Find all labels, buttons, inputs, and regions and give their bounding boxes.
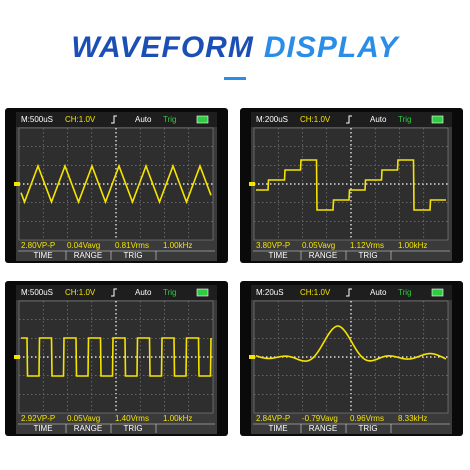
measurement: 0.05Vavg <box>302 241 335 250</box>
title-underline <box>224 77 246 80</box>
trigger-icon <box>111 288 117 297</box>
measurement: 3.80VP-P <box>256 241 290 250</box>
channel: CH:1.0V <box>65 288 96 297</box>
mode: Auto <box>370 288 387 297</box>
timebase: M:20uS <box>256 288 284 297</box>
timebase: M:200uS <box>256 115 288 124</box>
measurement: 2.84VP-P <box>256 414 290 423</box>
trigger-marker <box>14 355 20 359</box>
measurement: 0.81Vrms <box>115 241 149 250</box>
header-bar <box>251 285 452 300</box>
measurement: 1.00kHz <box>163 414 192 423</box>
soft-button: RANGE <box>309 251 337 260</box>
soft-button: TIME <box>268 424 287 433</box>
measurement: 8.33kHz <box>398 414 427 423</box>
soft-button: TRIG <box>123 424 142 433</box>
soft-button: TIME <box>33 251 52 260</box>
waveform <box>256 159 446 211</box>
header-bar <box>251 112 452 127</box>
oscilloscope-screen: M:200uS CH:1.0V Auto Trig 3.80VP-P 0.05Vavg 1.… <box>240 108 463 263</box>
mode: Auto <box>135 288 152 297</box>
trigger-icon <box>346 288 352 297</box>
soft-button: TIME <box>268 251 287 260</box>
battery <box>431 115 444 124</box>
trigger: Trig <box>163 115 176 124</box>
trigger-icon <box>346 115 352 124</box>
oscilloscope-screen: M:20uS CH:1.0V Auto Trig 2.84VP-P -0.79Vavg 0.… <box>240 281 463 436</box>
measurement: -0.79Vavg <box>302 414 338 423</box>
battery <box>431 288 444 297</box>
soft-button: RANGE <box>309 424 337 433</box>
oscilloscope-screen: M:500uS CH:1.0V Auto Trig 2.80VP-P 0.04Vavg 0.… <box>5 108 228 263</box>
soft-button: TRIG <box>358 424 377 433</box>
soft-button: TRIG <box>123 251 142 260</box>
channel: CH:1.0V <box>300 115 331 124</box>
timebase: M:500uS <box>21 288 53 297</box>
trigger: Trig <box>398 288 411 297</box>
oscilloscope-screen: M:500uS CH:1.0V Auto Trig 2.92VP-P 0.05Vavg 1.… <box>5 281 228 436</box>
waveform <box>255 325 447 362</box>
channel: CH:1.0V <box>300 288 331 297</box>
trigger: Trig <box>163 288 176 297</box>
header-bar <box>16 112 217 127</box>
mode: Auto <box>370 115 387 124</box>
mode: Auto <box>135 115 152 124</box>
measurement: 0.05Vavg <box>67 414 100 423</box>
title-part: WAVEFORM <box>71 31 253 64</box>
trigger-marker <box>14 182 20 186</box>
soft-button: TRIG <box>358 251 377 260</box>
timebase: M:500uS <box>21 115 53 124</box>
waveform <box>21 337 212 377</box>
measurement: 2.92VP-P <box>21 414 55 423</box>
trigger-marker <box>249 182 255 186</box>
measurement: 1.12Vrms <box>350 241 384 250</box>
soft-button: RANGE <box>74 424 102 433</box>
page-title: WAVEFORM DISPLAY <box>71 31 400 64</box>
measurement: 2.80VP-P <box>21 241 55 250</box>
measurement: 1.00kHz <box>163 241 192 250</box>
waveform <box>20 163 212 205</box>
channel: CH:1.0V <box>65 115 96 124</box>
measurement: 0.96Vrms <box>350 414 384 423</box>
battery <box>196 115 209 124</box>
measurement: 1.00kHz <box>398 241 427 250</box>
battery <box>196 288 209 297</box>
soft-button: RANGE <box>74 251 102 260</box>
measurement: 1.40Vrms <box>115 414 149 423</box>
trigger-icon <box>111 115 117 124</box>
header-bar <box>16 285 217 300</box>
soft-button: TIME <box>33 424 52 433</box>
title-part: DISPLAY <box>264 31 401 64</box>
measurement: 0.04Vavg <box>67 241 100 250</box>
trigger-marker <box>249 355 255 359</box>
trigger: Trig <box>398 115 411 124</box>
